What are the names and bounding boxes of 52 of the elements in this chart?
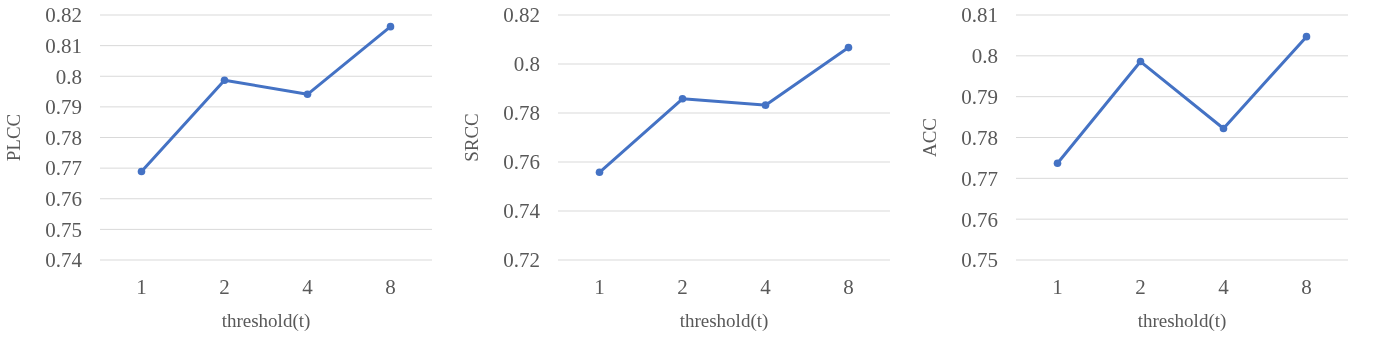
y-tick-label: 0.74 bbox=[503, 199, 541, 224]
y-tick-label: 0.72 bbox=[503, 248, 540, 273]
point bbox=[137, 167, 146, 176]
x-tick-label: 1 bbox=[136, 275, 147, 299]
y-tick-label: 0.75 bbox=[45, 217, 82, 242]
x-tick-label: 8 bbox=[843, 275, 854, 299]
x-tick-label: 4 bbox=[760, 275, 772, 299]
point bbox=[595, 168, 604, 177]
x-tick-label: 2 bbox=[219, 275, 230, 299]
y-tick-label: 0.79 bbox=[961, 85, 998, 110]
point bbox=[1053, 159, 1062, 168]
x-tick-label: 1 bbox=[594, 275, 605, 299]
point bbox=[1302, 32, 1311, 41]
y-tick-label: 0.76 bbox=[45, 187, 82, 212]
y-tick-label: 0.8 bbox=[971, 44, 998, 69]
y-tick-label: 0.77 bbox=[961, 166, 998, 191]
y-tick-label: 0.79 bbox=[45, 95, 82, 120]
point bbox=[678, 94, 687, 103]
y-tick-label: 0.77 bbox=[45, 156, 82, 181]
y-tick-label: 0.81 bbox=[961, 3, 998, 28]
y-tick-label: 0.81 bbox=[45, 33, 82, 58]
y-tick-label: 0.78 bbox=[503, 101, 540, 126]
x-tick-label: 8 bbox=[385, 275, 396, 299]
x-tick-label: 4 bbox=[302, 275, 314, 299]
y-tick-label: 0.76 bbox=[961, 207, 998, 232]
point bbox=[844, 43, 853, 52]
y-tick-label: 0.78 bbox=[45, 125, 82, 150]
point bbox=[386, 22, 395, 31]
y-tick-label: 0.8 bbox=[55, 64, 82, 89]
y-axis-title: PLCC bbox=[3, 113, 24, 162]
x-tick-label: 2 bbox=[1135, 275, 1146, 299]
point bbox=[761, 101, 770, 109]
y-tick-label: 0.82 bbox=[503, 3, 540, 28]
point bbox=[303, 90, 312, 99]
y-tick-label: 0.74 bbox=[45, 248, 83, 273]
x-axis-title: threshold(t) bbox=[1137, 310, 1227, 332]
point bbox=[1219, 124, 1228, 133]
y-axis-title: ACC bbox=[919, 117, 940, 158]
y-tick-label: 0.75 bbox=[961, 248, 998, 273]
x-axis-title: threshold(t) bbox=[221, 310, 311, 332]
y-tick-label: 0.8 bbox=[513, 52, 540, 77]
point bbox=[220, 76, 229, 85]
y-axis-title: SRCC bbox=[461, 113, 482, 162]
x-axis-title: threshold(t) bbox=[679, 310, 769, 332]
y-tick-label: 0.78 bbox=[961, 125, 998, 150]
y-tick-label: 0.82 bbox=[45, 3, 82, 28]
x-tick-label: 2 bbox=[677, 275, 688, 299]
y-tick-label: 0.76 bbox=[503, 150, 540, 175]
x-tick-label: 4 bbox=[1218, 275, 1230, 299]
x-tick-label: 1 bbox=[1052, 275, 1063, 299]
point bbox=[1136, 57, 1145, 66]
x-tick-label: 8 bbox=[1301, 275, 1312, 299]
